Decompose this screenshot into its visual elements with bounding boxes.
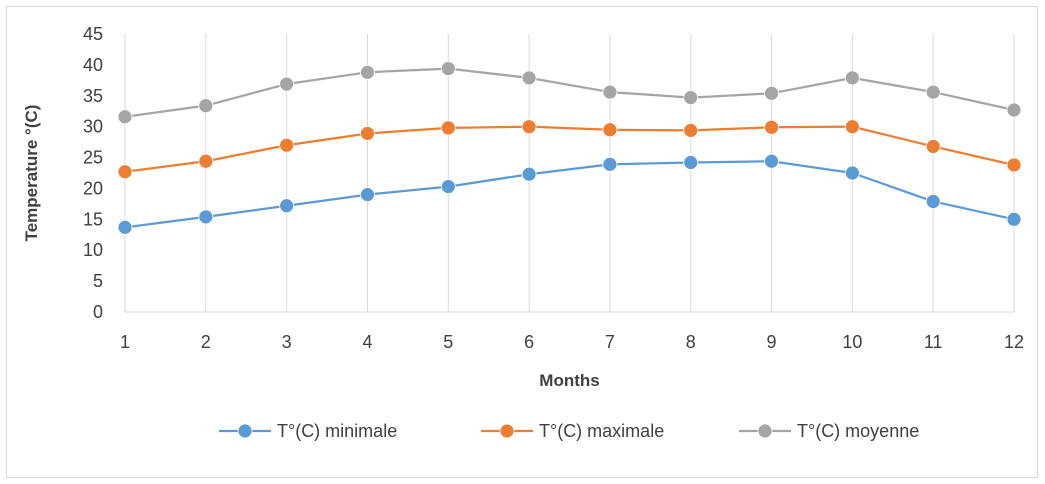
data-point (198, 98, 214, 114)
x-tick-label: 8 (686, 332, 696, 352)
data-point (440, 120, 456, 136)
x-tick-label: 2 (201, 332, 211, 352)
series-1 (117, 153, 1022, 235)
data-point (844, 165, 860, 181)
data-point (925, 194, 941, 209)
data-point (117, 164, 133, 180)
data-point (360, 187, 375, 203)
legend-marker (757, 423, 773, 439)
series-2 (117, 119, 1022, 180)
y-tick-label: 10 (83, 240, 103, 260)
data-point (117, 109, 133, 125)
data-point (1006, 157, 1022, 173)
data-point (279, 137, 295, 153)
legend-marker (237, 423, 253, 439)
data-point (844, 70, 860, 86)
x-tick-label: 7 (605, 332, 615, 352)
x-tick-label: 3 (282, 332, 292, 352)
legend-label: T°(C) moyenne (797, 421, 919, 441)
x-tick-label: 5 (443, 332, 453, 352)
data-point (925, 84, 941, 100)
y-tick-label: 40 (83, 55, 103, 75)
legend-item: T°(C) moyenne (739, 421, 919, 441)
data-point (117, 219, 133, 235)
chart-frame (6, 6, 1038, 478)
x-tick-label: 4 (362, 332, 372, 352)
data-point (602, 156, 618, 172)
data-point (602, 84, 618, 100)
data-point (1006, 211, 1022, 227)
y-tick-label: 30 (83, 117, 103, 137)
data-point (279, 76, 295, 92)
legend-marker (499, 423, 515, 439)
x-tick-label: 11 (924, 332, 943, 352)
x-tick-label: 6 (524, 332, 534, 352)
legend: T°(C) minimale T°(C) maximale T°(C) moyenn… (219, 421, 919, 441)
data-point (198, 153, 214, 169)
data-point (440, 61, 456, 76)
series-3 (117, 61, 1022, 125)
data-point (521, 119, 537, 135)
series-line (124, 67, 1015, 118)
x-axis-title: Months (539, 371, 599, 390)
x-tick-label: 1 (120, 332, 130, 352)
data-point (198, 209, 214, 225)
series-layer (117, 61, 1022, 235)
series-line (124, 125, 1015, 173)
data-point (925, 139, 941, 154)
data-point (602, 122, 618, 138)
x-tick-label: 12 (1004, 332, 1024, 352)
y-tick-label: 15 (83, 209, 103, 229)
legend-label: T°(C) minimale (277, 421, 397, 441)
data-point (764, 119, 779, 135)
legend-item: T°(C) maximale (481, 421, 664, 441)
legend-label: T°(C) maximale (539, 421, 664, 441)
x-tick-label: 9 (767, 332, 777, 352)
data-point (360, 64, 375, 80)
y-tick-label: 20 (83, 178, 103, 198)
data-point (279, 198, 295, 214)
grid-lines (124, 34, 1015, 312)
data-point (844, 119, 860, 135)
x-tick-label: 10 (842, 332, 862, 352)
y-tick-label: 0 (93, 302, 103, 322)
y-tick-label: 45 (83, 24, 103, 44)
data-point (764, 153, 779, 169)
data-point (1006, 102, 1022, 118)
data-point (440, 179, 456, 194)
data-point (683, 90, 699, 106)
data-point (683, 122, 699, 138)
y-tick-label: 5 (93, 271, 103, 291)
data-point (521, 70, 537, 86)
y-axis-title: Temperature °(C) (22, 105, 41, 242)
legend-item: T°(C) minimale (219, 421, 397, 441)
y-tick-label: 25 (83, 148, 103, 168)
series-line (124, 160, 1015, 229)
y-tick-label: 35 (83, 86, 103, 106)
data-point (360, 126, 375, 141)
data-point (521, 166, 537, 182)
data-point (764, 85, 779, 101)
data-point (683, 155, 699, 170)
